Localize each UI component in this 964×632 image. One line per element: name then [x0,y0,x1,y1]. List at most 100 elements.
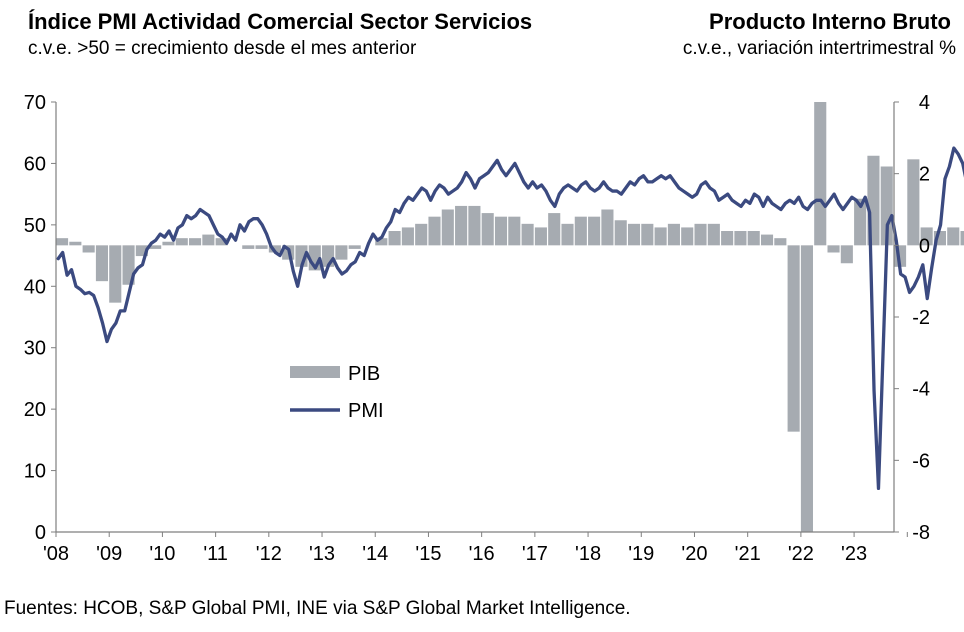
gdp-bar [468,205,481,246]
gdp-bar [574,216,587,246]
gdp-bar [601,209,614,246]
gdp-bar [774,238,787,246]
gdp-bar [627,223,641,246]
gdp-bar [694,223,707,246]
x-tick-label: '22 [788,543,814,565]
x-tick-label: '08 [43,543,69,565]
gdp-bar [667,223,680,246]
gdp-bar [548,213,561,246]
x-tick-label: '14 [362,543,388,565]
y-right-tick-label: 2 [919,164,930,186]
gdp-bar [614,220,627,246]
x-tick-label: '16 [469,543,495,565]
y-right-tick-label: -6 [912,450,930,472]
legend: PIB PMI [290,363,384,422]
left-subtitle: c.v.e. >50 = crecimiento desde el mes an… [28,38,417,59]
right-title: Producto Interno Bruto [709,9,951,34]
y-left-tick-label: 10 [24,461,46,483]
y-left-tick-label: 40 [24,276,46,298]
gdp-bar [481,213,494,246]
gdp-bar [335,245,348,260]
gdp-bar [681,227,694,246]
x-tick-label: '10 [149,543,175,565]
pmi-series-line [56,146,964,491]
legend-swatch-pib [290,366,340,378]
gdp-bar [800,245,813,532]
gdp-bar [920,227,933,246]
source-note: Fuentes: HCOB, S&P Global PMI, INE via S… [4,598,631,619]
left-title: Índice PMI Actividad Comercial Sector Se… [28,9,533,34]
y-right-tick-label: 0 [919,235,930,257]
gdp-bar [947,227,960,246]
gdp-bar [840,245,853,264]
gdp-bars [56,102,964,532]
gdp-bar [854,198,867,246]
y-left-tick-label: 70 [24,92,46,114]
y-right-tick-label: -2 [912,307,930,329]
x-tick-label: '13 [309,543,335,565]
axes: 0 10 20 30 40 50 60 70 -8 -6 -4 -2 0 2 4 '08 '09 '10 '11 '1… [24,92,930,565]
gdp-bar [907,159,920,246]
gdp-bar [95,245,108,282]
gdp-bar [401,227,414,246]
gdp-bar [960,231,964,246]
pmi-gdp-chart: 0 10 20 30 40 50 60 70 -8 -6 -4 -2 0 2 4 '08 '09 '10 '11 '1… [24,92,964,565]
x-tick-label: '19 [628,543,654,565]
gdp-bar [189,238,202,246]
gdp-bar [202,234,215,246]
gdp-bar [255,245,268,249]
gdp-bar [69,241,82,246]
gdp-bar [707,223,720,246]
gdp-bar [641,223,654,246]
gdp-bar [375,238,388,246]
gdp-bar [82,245,95,253]
gdp-bar [149,245,162,249]
gdp-bar [135,245,148,257]
gdp-bar [494,216,508,246]
legend-label-pmi: PMI [348,400,384,422]
gdp-bar [242,245,255,249]
y-left-tick-label: 50 [24,215,46,237]
gdp-bar [428,216,441,246]
gdp-bar [721,231,734,246]
y-right-tick-label: -4 [912,379,930,401]
gdp-bar [441,209,454,246]
x-tick-label: '21 [735,543,761,565]
gdp-bar [561,223,574,246]
y-left-tick-label: 30 [24,338,46,360]
pmi-line [56,146,964,491]
x-tick-label: '09 [96,543,122,565]
gdp-bar [787,245,800,432]
gdp-bar [734,231,747,246]
gdp-bar [348,245,361,249]
gdp-bar [760,234,774,246]
gdp-bar [534,227,547,246]
x-tick-label: '15 [415,543,441,565]
right-subtitle: c.v.e., variación intertrimestral % [682,38,956,59]
gdp-bar [827,245,840,253]
gdp-bar [175,238,188,246]
gdp-bar [415,223,428,246]
gdp-bar [388,231,401,246]
legend-label-pib: PIB [348,363,380,385]
x-tick-label: '12 [256,543,282,565]
gdp-bar [455,205,468,246]
gdp-bar [215,238,228,246]
gdp-bar [56,238,69,246]
y-left-tick-label: 20 [24,399,46,421]
gdp-bar [109,245,122,303]
gdp-bar [508,216,521,246]
y-left-tick-label: 0 [35,522,46,544]
gdp-bar [521,223,534,246]
x-tick-label: '18 [575,543,601,565]
x-tick-label: '20 [681,543,707,565]
y-right-tick-label: 4 [919,92,930,114]
gdp-bar [747,231,760,246]
gdp-bar [654,227,667,246]
x-tick-label: '23 [841,543,867,565]
gdp-bar [880,166,893,246]
gdp-bar [122,245,135,285]
gdp-bar [588,216,601,246]
y-right-tick-label: -8 [912,522,930,544]
y-left-tick-label: 60 [24,153,46,175]
